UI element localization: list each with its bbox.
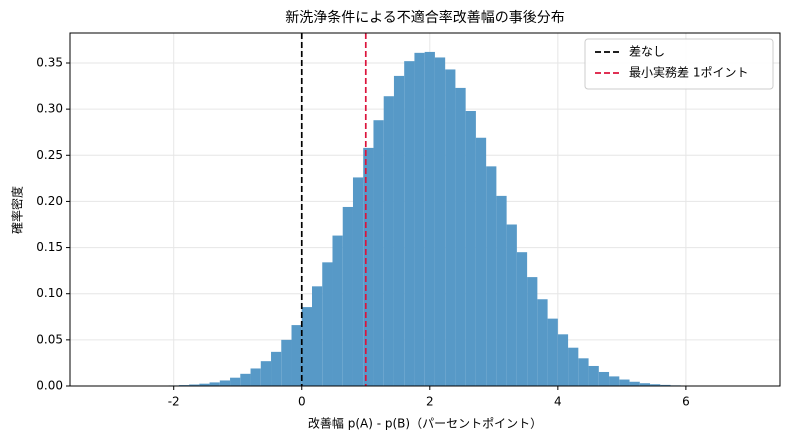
bar [240,373,251,386]
bar [373,120,384,386]
y-tick-label: 0.30 [36,102,63,116]
bar [363,147,374,386]
bar [557,334,569,386]
x-tick-label: 2 [426,395,434,409]
x-axis-label: 改善幅 p(A) - p(B)（パーセントポイント） [308,416,542,431]
bar [547,318,558,386]
y-tick-label: 0.05 [36,332,63,346]
bar [424,51,435,387]
bar [301,307,313,386]
bar [578,358,589,386]
y-tick-label: 0.00 [36,379,63,393]
bar [312,286,323,386]
bar [230,377,241,386]
x-tick-label: 6 [682,395,690,409]
bar [660,384,671,386]
bar [537,299,548,386]
bar [445,69,456,386]
bar [568,347,579,386]
legend-label: 差なし [629,45,665,59]
bar [475,137,487,386]
bar [393,75,405,386]
y-tick-label: 0.35 [36,55,63,69]
y-tick-label: 0.15 [36,240,63,254]
bar [588,365,599,386]
y-tick-label: 0.10 [36,286,63,300]
bar [383,96,394,387]
bar [189,384,200,386]
bar [639,383,651,386]
bar [486,166,497,386]
bar [271,351,282,386]
bar [598,371,610,386]
bar [250,368,261,386]
y-tick-label: 0.25 [36,148,63,162]
bar [281,339,292,386]
bar [404,61,415,387]
bar [260,361,272,386]
bar [342,206,353,386]
x-tick-label: 4 [554,395,562,409]
bar [496,195,507,386]
bar [199,383,210,386]
x-tick-label: 0 [298,395,306,409]
bar [322,262,333,386]
plot-frame [69,32,781,387]
bar [332,235,343,386]
y-axis-label: 確率密度 [10,186,25,234]
bar [650,384,661,386]
bar [609,376,620,386]
bar [506,224,517,386]
bar [527,277,538,386]
bar [352,177,364,386]
bar [619,379,630,386]
bar [209,382,220,386]
bar [516,252,528,386]
bar [414,52,425,387]
bar [291,325,302,386]
bar [629,381,640,386]
bar [434,57,446,386]
chart-title: 新洗浄条件による不適合率改善幅の事後分布 [285,9,565,26]
bar [455,87,466,387]
legend-label: 最小実務差 1ポイント [629,65,748,80]
bar [219,380,231,386]
x-tick-label: -2 [168,395,180,409]
bar [465,110,476,387]
legend-box [584,38,774,90]
y-tick-label: 0.20 [36,194,63,208]
